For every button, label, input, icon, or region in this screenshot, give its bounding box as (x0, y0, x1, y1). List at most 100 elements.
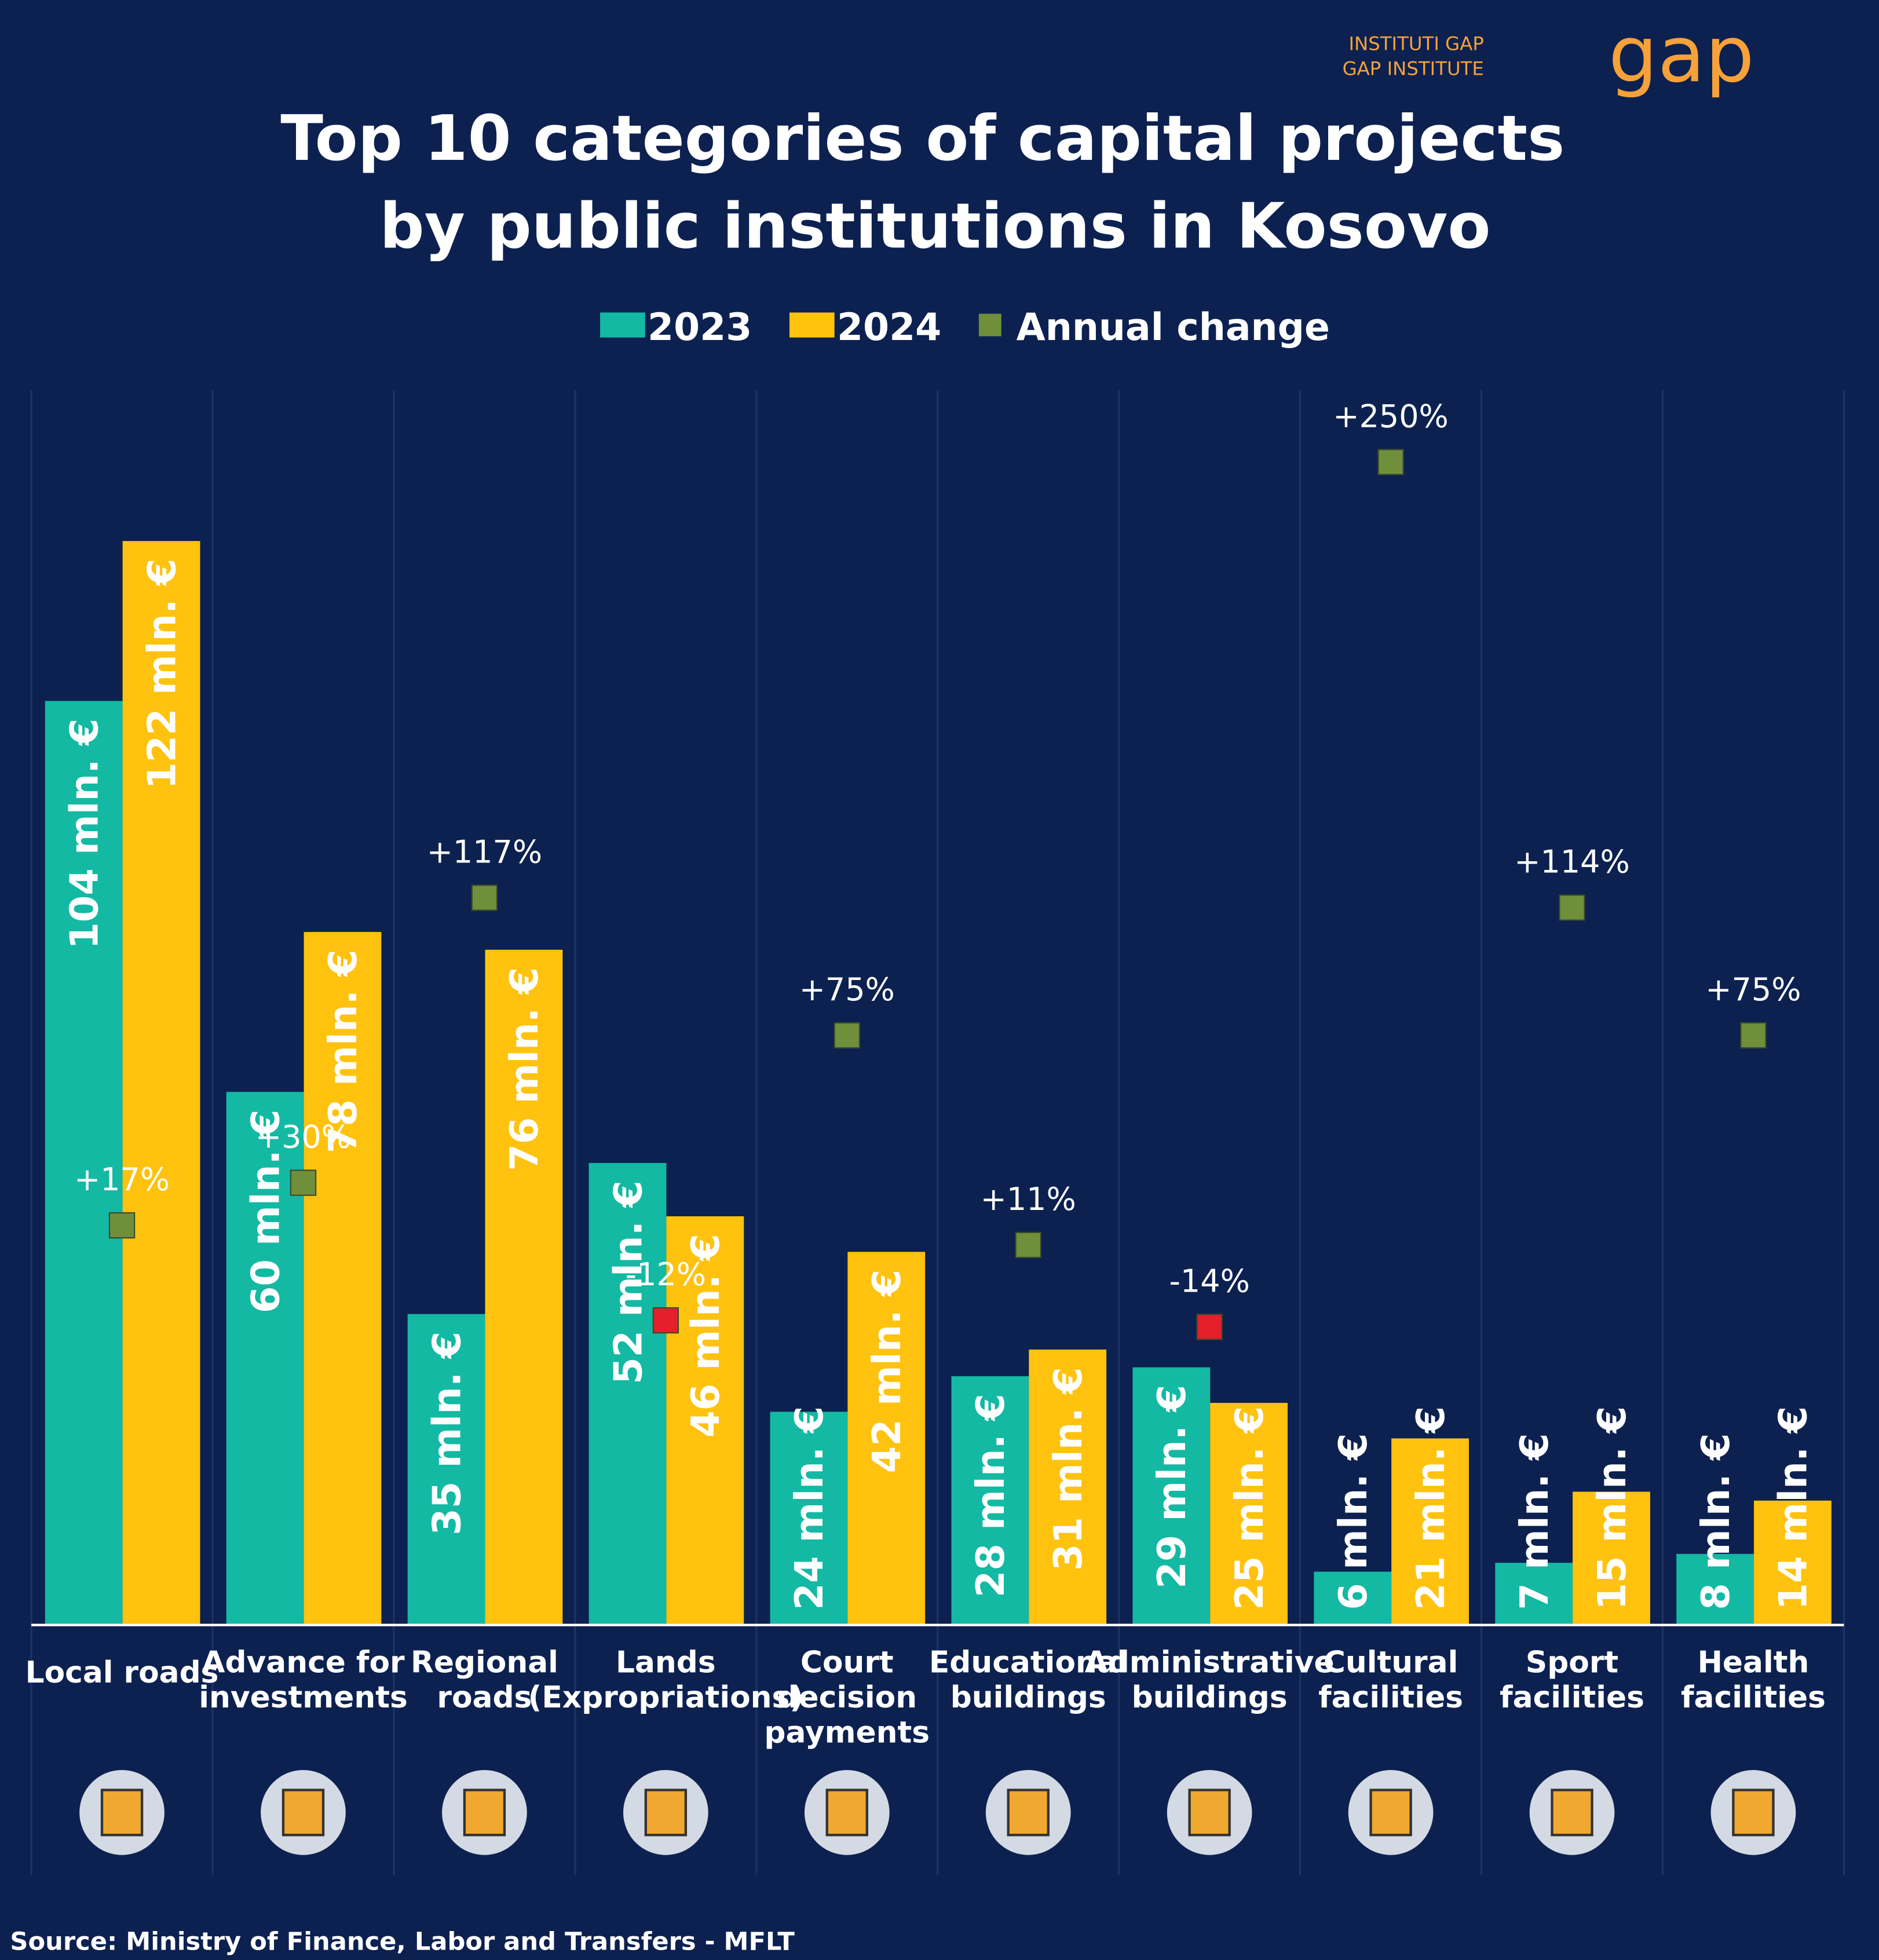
bar-value-label: 7 mln. € (1512, 1433, 1557, 1610)
category-icon (623, 1769, 708, 1855)
bar-value-label: 31 mln. € (1045, 1367, 1091, 1571)
change-label: -14% (1169, 1263, 1249, 1299)
x-tick-label: Court (800, 1645, 894, 1680)
bar (1132, 1367, 1211, 1625)
change-marker (1559, 894, 1585, 921)
bar-value-label: 52 mln. € (605, 1180, 650, 1384)
category-icon (79, 1769, 164, 1855)
icon-shape (282, 1789, 325, 1837)
category-icon (985, 1769, 1071, 1855)
change-marker (1015, 1231, 1041, 1259)
bar (1210, 1403, 1288, 1625)
bar-value-label: 8 mln. € (1693, 1433, 1738, 1610)
icon-shape (1188, 1789, 1231, 1837)
category-icon (1529, 1769, 1615, 1855)
change-marker (471, 884, 498, 911)
bar (847, 1252, 926, 1625)
bar-value-label: 42 mln. € (864, 1270, 909, 1473)
change-marker (290, 1169, 317, 1196)
legend-swatch (978, 313, 1001, 337)
bar-value-label: 78 mln. € (320, 949, 365, 1153)
change-label: +30% (255, 1119, 351, 1155)
icon-shape (644, 1789, 688, 1837)
change-marker (834, 1022, 860, 1049)
x-tick-label: Administrative (1085, 1645, 1335, 1680)
legend-label: 2023 (648, 306, 752, 349)
x-tick-label: Sport (1526, 1645, 1618, 1680)
change-marker (108, 1212, 136, 1239)
x-tick-label: decision (777, 1680, 917, 1715)
legend-label: Annual change (1017, 306, 1330, 349)
bar (951, 1376, 1029, 1625)
x-tick-label: Lands (616, 1645, 716, 1680)
icon-shape (825, 1789, 868, 1837)
change-marker (1740, 1022, 1767, 1049)
bar-value-label: 60 mln. € (243, 1109, 288, 1313)
category-icon (442, 1769, 527, 1855)
bar-value-label: 76 mln. € (502, 967, 547, 1171)
bar-value-label: 28 mln. € (968, 1394, 1013, 1597)
bar (588, 1162, 667, 1625)
bar-value-label: 6 mln. € (1330, 1433, 1376, 1610)
x-tick-label: Advance for (202, 1645, 405, 1680)
bar (1573, 1491, 1650, 1625)
bar (1754, 1500, 1832, 1625)
change-label: +75% (1705, 971, 1801, 1008)
x-tick-label: payments (764, 1715, 930, 1750)
icon-shape (1551, 1789, 1593, 1837)
x-tick-label: Cultural (1324, 1645, 1458, 1680)
change-label: +11% (981, 1181, 1076, 1217)
bar (304, 932, 382, 1625)
change-label: +250% (1333, 398, 1448, 434)
bar (1391, 1438, 1469, 1625)
bar-value-label: 25 mln. € (1227, 1406, 1272, 1610)
category-icon (804, 1769, 890, 1855)
change-marker (652, 1307, 679, 1334)
source: Source: Ministry of Finance, Labor and T… (10, 1928, 795, 1957)
x-tick-label: facilities (1500, 1680, 1644, 1715)
bar-value-label: 104 mln. € (61, 718, 107, 949)
icon-shape (1369, 1789, 1412, 1837)
x-tick-label: facilities (1681, 1680, 1826, 1715)
bar (45, 701, 123, 1625)
bar-value-label: 15 mln. € (1589, 1406, 1635, 1610)
x-tick-label: Regional (411, 1645, 558, 1680)
change-label: +117% (427, 834, 542, 871)
icon-shape (100, 1789, 144, 1837)
bar-value-label: 122 mln. € (139, 558, 184, 789)
bar (666, 1216, 744, 1625)
x-tick-label: investments (199, 1680, 408, 1715)
chart-title: by public institutions in Kosovo (379, 190, 1490, 262)
change-label: -12% (626, 1256, 706, 1293)
x-tick-label: facilities (1318, 1680, 1463, 1715)
chart-title: Top 10 categories of capital projects (280, 103, 1564, 175)
category-icon (1348, 1769, 1434, 1855)
x-tick-label: buildings (1132, 1680, 1288, 1715)
category-icon (261, 1769, 346, 1855)
bar-value-label: 35 mln. € (424, 1332, 469, 1535)
bar (1314, 1571, 1392, 1625)
logo-line: INSTITUTI GAP (1349, 32, 1484, 54)
icon-shape (463, 1789, 506, 1837)
bar (770, 1412, 848, 1625)
change-label: +114% (1514, 844, 1629, 880)
x-tick-label: buildings (951, 1680, 1106, 1715)
bar-value-label: 24 mln. € (787, 1406, 832, 1610)
legend-swatch (789, 312, 835, 338)
bar (1029, 1350, 1107, 1625)
x-tick-label: roads (437, 1680, 532, 1715)
x-tick-label: Educational (929, 1645, 1128, 1680)
bar (1495, 1563, 1573, 1625)
change-label: +75% (799, 971, 895, 1008)
x-tick-label: Health (1698, 1645, 1809, 1680)
icon-shape (1732, 1789, 1775, 1837)
category-icon (1167, 1769, 1252, 1855)
bar (407, 1314, 485, 1625)
bar (1676, 1553, 1754, 1625)
x-tick-label: Local roads (25, 1655, 219, 1690)
legend-label: 2024 (837, 306, 941, 349)
bar-value-label: 21 mln. € (1408, 1406, 1453, 1610)
bar (485, 949, 563, 1625)
